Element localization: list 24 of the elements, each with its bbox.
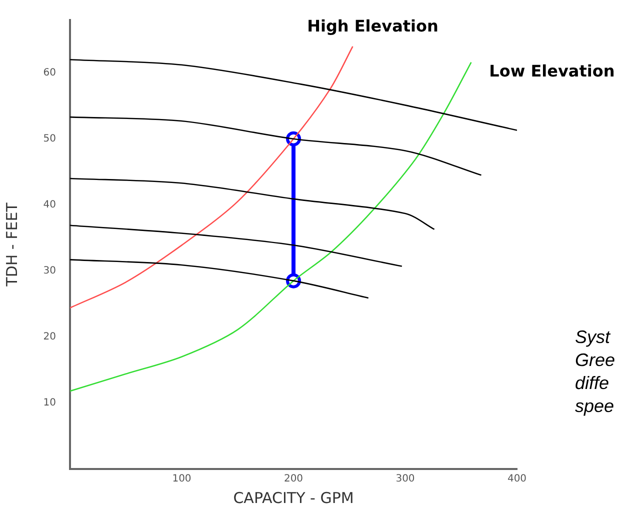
- x-tick-label: 300: [396, 474, 415, 485]
- line-series: [70, 259, 370, 299]
- line-series: [70, 224, 403, 267]
- x-tick-label: 200: [284, 474, 304, 485]
- y-tick-label: 30: [43, 266, 56, 277]
- x-tick-label: 100: [172, 474, 192, 485]
- line-series: [70, 46, 354, 309]
- line-series: [70, 62, 472, 392]
- text: diffe: [575, 372, 610, 395]
- text: spee: [575, 395, 616, 418]
- x-tick-label: 400: [507, 474, 527, 485]
- text: Gree: [575, 349, 616, 372]
- line-series: [70, 178, 435, 230]
- x-axis-title: CAPACITY - GPM: [233, 488, 354, 507]
- series-label: Low Elevation: [489, 61, 615, 80]
- y-tick-label: 40: [43, 199, 56, 210]
- line-series: [70, 116, 482, 176]
- y-tick-label: 50: [43, 133, 56, 144]
- series-label: High Elevation: [307, 16, 438, 36]
- y-axis-title: TDH - FEET: [2, 202, 21, 288]
- text: Syst: [575, 326, 612, 349]
- y-tick-label: 60: [43, 67, 56, 78]
- y-tick-label: 20: [43, 332, 56, 343]
- y-tick-label: 10: [43, 398, 56, 409]
